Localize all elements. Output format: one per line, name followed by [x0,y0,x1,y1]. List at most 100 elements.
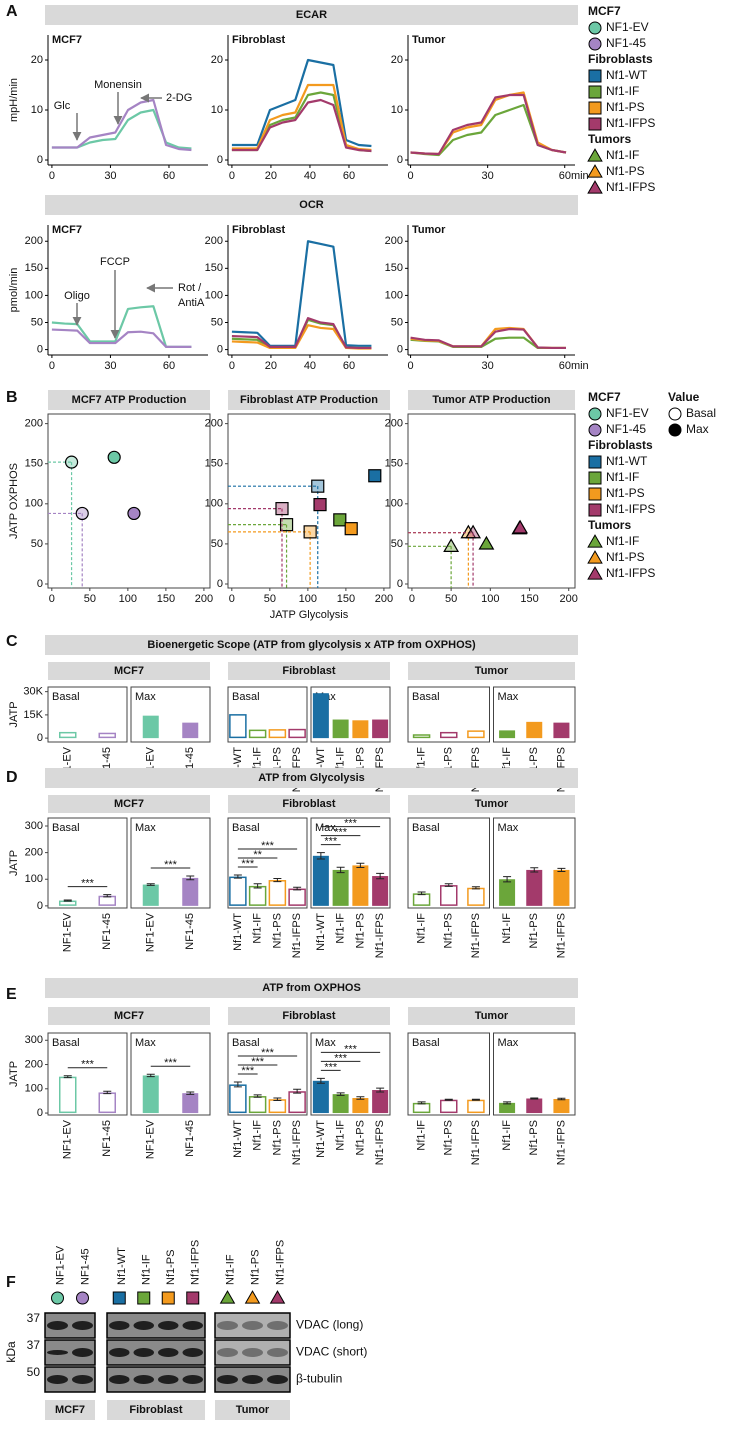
section-header-bg [45,195,578,215]
y-axis-label: JATP OXPHOS [8,463,20,539]
chart-title: ATP from Glycolysis [258,772,365,784]
blot-band [242,1375,263,1384]
panel-letter: E [6,986,17,1003]
legend-marker [587,164,603,178]
panel-frame [493,817,576,909]
x-tick-label: Nf1-WT [232,913,244,951]
x-tick-label: 50 [445,593,457,605]
x-tick-label: NF1-45 [184,913,196,950]
y-tick-label: 0 [37,343,43,355]
x-tick-label: 0 [408,170,414,182]
chart-title: Tumor [412,34,446,46]
x-tick-label: Nf1-PS [528,1120,540,1155]
x-tick-label: Nf1-IF [252,1120,264,1151]
panel-frame [47,817,128,909]
x-tick-label: Nf1-IF [335,1120,347,1151]
panel-frame [407,817,490,909]
group-header: Fibroblast [282,798,336,810]
lane-marker [186,1291,200,1305]
bar [59,900,77,906]
y-tick-label: 100 [25,1083,43,1095]
x-tick-label: 40 [304,360,316,372]
blot-row-label: VDAC (short) [296,1345,367,1359]
x-tick-label: 0 [229,360,235,372]
blot-band [133,1321,154,1330]
y-tick-label: 200 [25,1058,43,1070]
bar [332,719,349,739]
bar [229,876,247,906]
legend-label: Nf1-IF [606,84,639,98]
bar [440,731,458,739]
point [275,502,289,516]
series-line [231,317,372,350]
kda-marker: 37 [27,1311,41,1325]
bar [98,1092,116,1114]
blot-band [267,1348,288,1357]
group-header-bg [48,662,210,680]
legend-label: Max [686,422,709,436]
x-tick-label: 50 [264,593,276,605]
x-tick-label: Nf1-IFPS [291,1120,303,1165]
y-tick-label: 200 [385,418,403,430]
x-tick-label: 30 [482,360,494,372]
x-tick-label: 0 [49,170,55,182]
legend-marker [588,69,602,83]
bar [248,1096,267,1114]
legend-label: NF1-45 [606,422,646,436]
panel-frame [310,817,391,909]
y-tick-label: 100 [25,498,43,510]
bar [59,1076,77,1114]
lane-label: Nf1-IF [224,1254,236,1285]
x-tick-label: Nf1-PS [271,1120,283,1155]
y-tick-label: 15K [23,709,43,721]
chart-title-bg [45,768,578,788]
blot-band [242,1348,263,1357]
legend-label: NF1-EV [606,406,649,420]
x-tick-label: 100 [299,593,317,605]
significance-label: *** [334,827,348,839]
error-bar [471,886,480,890]
legend-marker [588,407,602,421]
significance-label: *** [334,1052,348,1064]
panel-frame [130,1032,211,1116]
blot-band [133,1375,154,1384]
significance-label: *** [81,1059,95,1071]
significance-label: *** [164,859,178,871]
annotation: Rot / [178,282,202,294]
group-header-bg [228,662,390,680]
legend-label: NF1-EV [606,20,649,34]
y-tick-label: 0 [217,578,223,590]
bar [268,1099,287,1114]
error-bar [233,874,242,879]
y-tick-label: 200 [25,847,43,859]
kda-marker: 37 [27,1338,41,1352]
blot-band [72,1348,93,1357]
y-axis-label: pmol/min [8,268,20,313]
bar [288,1091,306,1114]
x-tick-label: Nf1-IFPS [374,1120,386,1165]
bar [248,729,267,739]
annotation: AntiA [178,297,205,309]
x-tick-label: 60 [343,360,355,372]
group-header: Fibroblast [282,1010,336,1022]
point [311,479,325,493]
blot-band [158,1375,179,1384]
series-line [51,108,192,150]
y-tick-label: 200 [25,235,43,247]
bar [59,731,77,739]
error-bar [503,1101,512,1105]
y-tick-label: 0 [37,1107,43,1119]
panel-frame [310,686,391,743]
blot-group-bg [107,1400,205,1420]
bar [248,885,267,906]
group-header: Tumor [475,665,509,677]
legend-marker [588,117,602,131]
x-tick-label: Nf1-PS [443,913,455,948]
panel-label: Basal [52,1037,80,1049]
x-tick-label: Nf1-IF [415,1120,427,1151]
point [279,518,294,532]
panel-frame [227,686,308,743]
bar [332,1094,349,1114]
y-tick-label: 150 [205,262,223,274]
series-line [231,98,372,153]
